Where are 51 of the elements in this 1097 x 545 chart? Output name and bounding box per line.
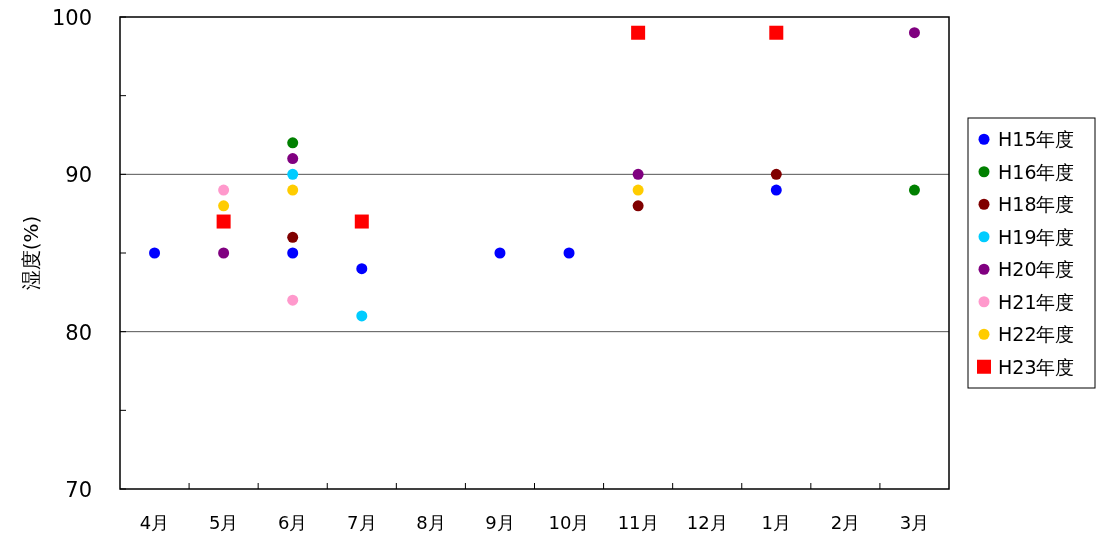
x-tick-label: 5月: [208, 512, 239, 533]
legend-label: H15年度: [998, 128, 1075, 151]
legend-label: H20年度: [998, 258, 1075, 281]
x-tick-label: 3月: [899, 512, 930, 533]
x-tick-label: 10月: [548, 512, 590, 533]
point: [632, 200, 644, 212]
x-tick-label: 8月: [416, 512, 446, 533]
point: [287, 231, 299, 243]
point: [494, 247, 506, 259]
x-tick-label: 4月: [139, 512, 170, 533]
x-tick-label: 11月: [617, 512, 659, 533]
point: [287, 247, 299, 259]
x-tick-label: 1月: [761, 512, 792, 533]
point: [631, 25, 646, 40]
point: [216, 214, 231, 229]
x-tick-label: 6月: [277, 512, 308, 533]
point: [770, 184, 782, 196]
x-tick-label: 9月: [485, 512, 515, 533]
y-tick-label: 90: [65, 163, 92, 188]
point: [770, 168, 782, 180]
x-tick-label: 7月: [347, 512, 377, 533]
point: [356, 263, 368, 275]
point: [287, 168, 299, 180]
x-tick-label: 2月: [830, 512, 861, 533]
point: [287, 184, 299, 196]
y-tick-label: 100: [51, 6, 92, 30]
point: [769, 25, 784, 40]
point: [218, 247, 230, 259]
legend-label: H18年度: [998, 193, 1075, 216]
point: [632, 184, 644, 196]
y-tick-label: 70: [65, 478, 92, 502]
legend-label: H23年度: [998, 355, 1075, 378]
point: [354, 214, 369, 229]
legend-label: H19年度: [998, 225, 1075, 248]
point: [563, 247, 575, 259]
x-tick-label: 12月: [686, 512, 728, 533]
legend-label: H22年度: [998, 323, 1075, 346]
point: [632, 168, 644, 180]
point: [287, 153, 299, 165]
legend-label: H16年度: [998, 160, 1075, 183]
point: [218, 184, 230, 196]
point: [218, 200, 230, 212]
y-axis-title: 湿度(%): [19, 215, 43, 291]
point: [908, 184, 920, 196]
y-tick-label: 80: [65, 320, 92, 345]
point: [356, 310, 368, 322]
point: [287, 137, 299, 149]
point: [287, 294, 299, 306]
legend-label: H21年度: [998, 290, 1075, 313]
point: [149, 247, 161, 259]
point: [908, 27, 920, 39]
